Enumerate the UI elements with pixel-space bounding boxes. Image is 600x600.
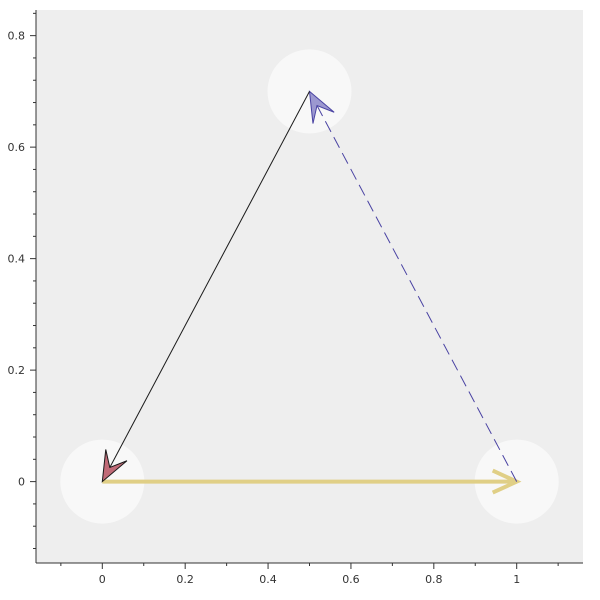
arrow-2-line	[109, 91, 310, 468]
x-tick-label: 0	[99, 573, 106, 586]
arrow-1-head	[308, 90, 335, 124]
arrow-1	[308, 90, 518, 482]
arrow-2-head	[101, 449, 128, 483]
x-tick-label: 0.6	[342, 573, 360, 586]
x-tick-label: 0.8	[425, 573, 443, 586]
x-tick-label: 0.2	[176, 573, 194, 586]
x-tick-label: 1	[513, 573, 520, 586]
y-tick-label: 0.8	[8, 30, 26, 43]
arrows-layer	[101, 90, 522, 495]
y-tick-label: 0.4	[8, 253, 26, 266]
y-tick-label: 0.2	[8, 364, 26, 377]
y-tick-label: 0.6	[8, 141, 26, 154]
axes: 0 0.2 0.4 0.6 0.8 0 0.2 0.4 0.6 0.8 1	[8, 10, 583, 586]
x-tick-label: 0.4	[259, 573, 277, 586]
y-tick-label: 0	[18, 476, 25, 489]
arrow-2	[101, 91, 310, 483]
